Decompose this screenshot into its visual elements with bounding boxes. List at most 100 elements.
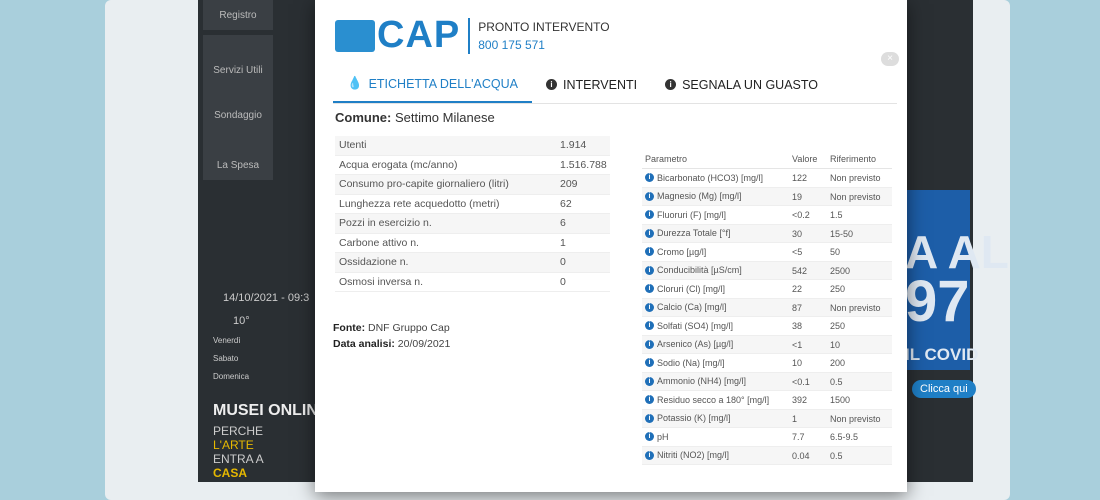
stat-value: 1 (560, 236, 566, 249)
tab-label: INTERVENTI (563, 77, 638, 92)
param-row: i Arsenico (As) [µg/l] <1 10 (642, 335, 892, 354)
info-icon[interactable]: i (645, 376, 654, 386)
info-icon[interactable]: i (645, 210, 654, 220)
param-reference: 0.5 (830, 450, 843, 461)
bg-promo-button[interactable]: Clicca qui (912, 380, 976, 398)
water-label-modal: CAP PRONTO INTERVENTO 800 175 571 × 💧 ETI… (315, 0, 907, 492)
info-icon[interactable]: i (645, 302, 654, 312)
param-name: Magnesio (Mg) [mg/l] (657, 191, 742, 201)
stats-row: Lunghezza rete acquedotto (metri) 62 (335, 195, 610, 214)
stats-row: Acqua erogata (mc/anno) 1.516.788 (335, 156, 610, 175)
info-icon[interactable]: i (645, 450, 654, 460)
divider (468, 17, 471, 54)
info-icon[interactable]: i (645, 228, 654, 238)
param-row: i Bicarbonato (HCO3) [mg/l] 122 Non previst… (642, 169, 892, 188)
param-value: 30 (792, 228, 803, 239)
info-icon[interactable]: i (645, 173, 654, 183)
param-row: i Nitriti (NO2) [mg/l] 0.04 0.5 (642, 446, 892, 465)
phone-number[interactable]: 800 175 571 (478, 37, 545, 52)
stats-row: Utenti 1.914 (335, 136, 610, 156)
tab-bar: 💧 ETICHETTA DELL'ACQUA i INTERVENTI i SEGNA… (333, 66, 897, 104)
param-row: i Potassio (K) [mg/l] 1 Non previsto (642, 409, 892, 428)
stats-row: Ossidazione n. 0 (335, 253, 610, 273)
param-name: pH (657, 431, 669, 442)
param-reference: 6.5-9.5 (830, 432, 859, 442)
bg-sidebar-item: Registro (203, 0, 273, 30)
bg-museum-line: CASA (213, 466, 248, 480)
stats-row: Pozzi in esercizio n. 6 (335, 214, 610, 234)
param-value: <0.1 (792, 376, 810, 387)
tab-segnala-guasto[interactable]: i SEGNALA UN GUASTO (651, 66, 832, 103)
info-icon[interactable]: i (645, 339, 654, 349)
param-row: i Residuo secco a 180° [mg/l] 392 1500 (642, 391, 892, 410)
fonte-label: Fonte: (333, 322, 366, 334)
param-name: Cromo [µg/l] (657, 246, 707, 257)
stat-value: 6 (560, 217, 566, 229)
param-name: Solfati (SO4) [mg/l] (657, 320, 734, 331)
fonte-value: DNF Gruppo Cap (368, 322, 450, 334)
stat-label: Lunghezza rete acquedotto (metri) (339, 197, 500, 210)
param-name: Calcio (Ca) [mg/l] (657, 302, 727, 312)
param-reference: Non previsto (830, 302, 881, 313)
info-icon[interactable]: i (645, 265, 654, 275)
param-name: Cloruri (Cl) [mg/l] (657, 283, 726, 294)
bg-promo-big: A AL (905, 226, 1009, 278)
param-row: i Ammonio (NH4) [mg/l] <0.1 0.5 (642, 372, 892, 391)
tab-interventi[interactable]: i INTERVENTI (532, 66, 651, 103)
bg-day: Sabato (213, 354, 239, 363)
stats-row: Consumo pro-capite giornaliero (litri) 20… (335, 175, 610, 195)
info-icon[interactable]: i (645, 395, 654, 405)
param-value: 87 (792, 302, 803, 313)
bg-museum-line: L'ARTE (213, 438, 254, 452)
info-icon[interactable]: i (645, 358, 654, 368)
param-row: i Durezza Totale [°f] 30 15-50 (642, 224, 892, 243)
stats-row: Carbone attivo n. 1 (335, 234, 610, 253)
param-name: Fluoruri (F) [mg/l] (657, 209, 727, 220)
header-valore: Valore (792, 154, 818, 164)
param-row: i Cromo [µg/l] <5 50 (642, 243, 892, 262)
logo-mark-icon (335, 19, 375, 52)
param-reference: 2500 (830, 265, 851, 276)
stat-label: Ossidazione n. (339, 256, 409, 268)
stat-label: Consumo pro-capite giornaliero (litri) (339, 178, 509, 190)
bg-museum-title: MUSEI ONLINE (213, 402, 329, 419)
param-reference: 200 (830, 358, 846, 368)
param-reference: 1.5 (830, 210, 843, 220)
stat-value: 62 (560, 197, 572, 210)
param-name: Durezza Totale [°f] (657, 228, 731, 238)
header-parametro: Parametro (645, 153, 688, 164)
bg-museum-line: ENTRA A (213, 452, 264, 466)
stats-row: Osmosi inversa n. 0 (335, 273, 610, 292)
close-button[interactable]: × (881, 52, 899, 66)
params-table: Parametro Valore Riferimento i Bicarbonat… (642, 150, 892, 465)
param-value: 38 (792, 321, 803, 331)
param-value: 7.7 (792, 432, 805, 442)
info-icon[interactable]: i (645, 432, 654, 442)
info-icon[interactable]: i (645, 321, 654, 331)
params-header: Parametro Valore Riferimento (642, 150, 892, 169)
info-icon[interactable]: i (645, 247, 654, 257)
tab-etichetta[interactable]: 💧 ETICHETTA DELL'ACQUA (333, 66, 532, 103)
param-reference: 15-50 (830, 228, 854, 239)
source-info: Fonte: DNF Gruppo Cap Data analisi: 20/0… (333, 320, 450, 352)
bg-temp: 10° (233, 315, 250, 327)
stat-value: 0 (560, 275, 566, 288)
param-reference: Non previsto (830, 173, 881, 183)
param-name: Conducibilità [µS/cm] (657, 265, 742, 275)
param-value: <5 (792, 247, 803, 257)
param-row: i Conducibilità [µS/cm] 542 2500 (642, 261, 892, 280)
info-icon[interactable]: i (645, 413, 654, 423)
param-name: Nitriti (NO2) [mg/l] (657, 450, 729, 460)
param-name: Potassio (K) [mg/l] (657, 413, 731, 423)
bg-sidebar-item: La Spesa (203, 130, 273, 180)
param-value: 0.04 (792, 450, 810, 461)
cap-logo: CAP PRONTO INTERVENTO 800 175 571 (335, 14, 610, 57)
param-value: 19 (792, 191, 803, 202)
param-name: Sodio (Na) [mg/l] (657, 357, 725, 368)
info-icon[interactable]: i (645, 191, 654, 201)
bg-museum-line: PERCHE (213, 424, 264, 438)
tab-label: SEGNALA UN GUASTO (682, 77, 819, 92)
param-name: Ammonio (NH4) [mg/l] (657, 376, 747, 386)
info-icon[interactable]: i (645, 284, 654, 294)
bg-sidebar-item: Servizi Utili (203, 35, 273, 85)
